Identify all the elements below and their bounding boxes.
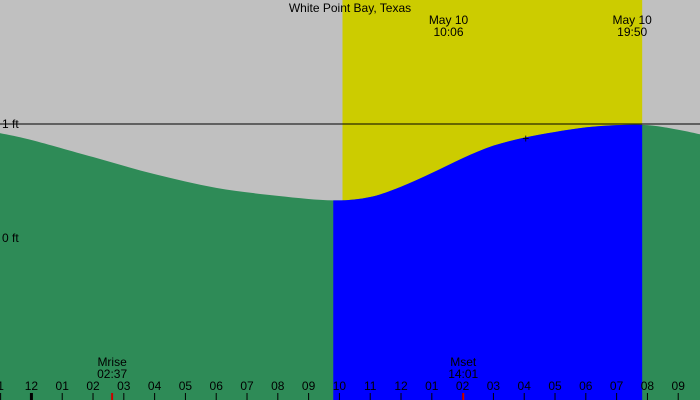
sun-event-date-0: May 10 bbox=[429, 13, 469, 27]
sun-event-date-1: May 10 bbox=[613, 13, 653, 27]
x-tick-label-21: 08 bbox=[641, 379, 655, 393]
moon-event-time-1: 14:01 bbox=[448, 367, 478, 381]
x-tick-label-3: 02 bbox=[86, 379, 100, 393]
x-tick-label-0: 1 bbox=[0, 379, 4, 393]
x-tick-label-6: 05 bbox=[179, 379, 193, 393]
x-tick-label-1: 12 bbox=[25, 379, 39, 393]
x-tick-label-19: 06 bbox=[579, 379, 593, 393]
x-tick-label-9: 08 bbox=[271, 379, 285, 393]
x-axis: 1 12 01 02 03 04 05 06 07 08 09 10 11 12 01 02 03 04 05 06 0… bbox=[0, 379, 685, 400]
x-tick-label-11: 10 bbox=[333, 379, 347, 393]
x-tick-label-13: 12 bbox=[394, 379, 408, 393]
x-tick-label-5: 04 bbox=[148, 379, 162, 393]
y-axis-ticks: 1 ft 0 ft bbox=[2, 117, 19, 245]
x-tick-label-4: 03 bbox=[117, 379, 131, 393]
moon-event-time-0: 02:37 bbox=[97, 367, 127, 381]
x-tick-label-20: 07 bbox=[610, 379, 624, 393]
x-tick-label-18: 05 bbox=[548, 379, 562, 393]
tide-area-daylight bbox=[333, 124, 643, 400]
x-tick-label-15: 02 bbox=[456, 379, 470, 393]
x-tick-label-8: 07 bbox=[240, 379, 254, 393]
sun-event-time-0: 10:06 bbox=[433, 25, 463, 39]
x-tick-label-17: 04 bbox=[518, 379, 532, 393]
y-tick-label-1: 0 ft bbox=[2, 231, 19, 245]
moon-event-label-0: Mrise bbox=[97, 355, 127, 369]
x-tick-label-2: 01 bbox=[56, 379, 70, 393]
x-tick-label-22: 09 bbox=[672, 379, 686, 393]
moon-event-label-1: Mset bbox=[450, 355, 477, 369]
x-tick-label-7: 06 bbox=[210, 379, 224, 393]
x-tick-label-16: 03 bbox=[487, 379, 501, 393]
x-tick-label-10: 09 bbox=[302, 379, 316, 393]
current-level-marker: + bbox=[522, 132, 529, 146]
x-tick-label-14: 01 bbox=[425, 379, 439, 393]
sun-event-time-1: 19:50 bbox=[617, 25, 647, 39]
y-tick-label-0: 1 ft bbox=[2, 117, 19, 131]
chart-title: White Point Bay, Texas bbox=[289, 1, 411, 15]
x-tick-label-12: 11 bbox=[364, 379, 377, 393]
